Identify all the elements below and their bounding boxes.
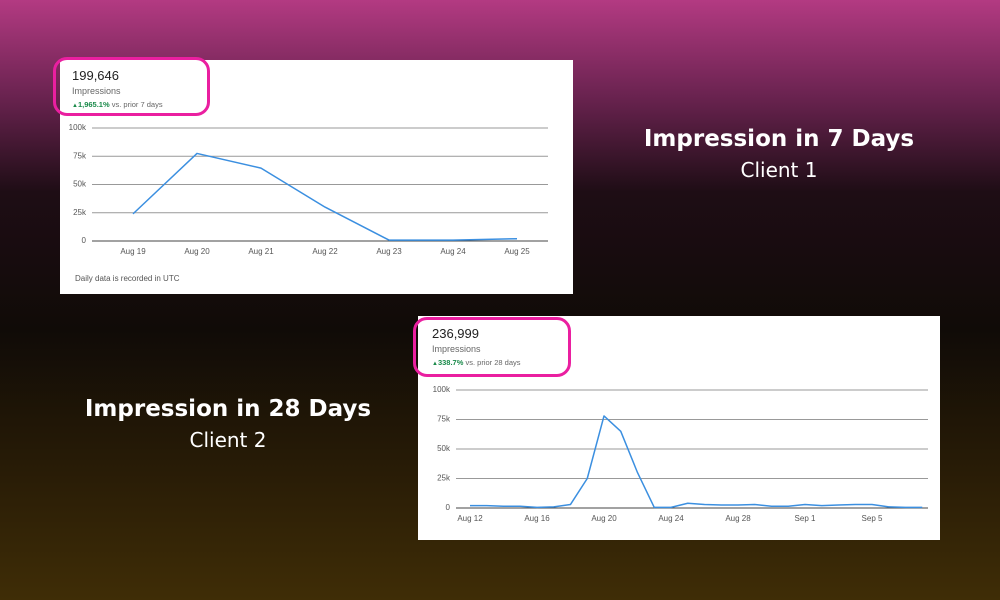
- total: 236,999: [432, 326, 479, 341]
- caption-heading: Impression in 28 Days: [84, 396, 372, 422]
- y-tick-label: 0: [446, 503, 451, 512]
- y-tick-label: 50k: [437, 444, 451, 453]
- x-tick-label: Aug 19: [120, 247, 146, 256]
- x-tick-label: Sep 1: [795, 514, 816, 523]
- metric: Impressions: [72, 86, 121, 96]
- metric: Impressions: [432, 344, 481, 354]
- change-pct: 1,965.1%: [77, 100, 110, 109]
- x-tick-label: Aug 20: [184, 247, 210, 256]
- y-tick-label: 100k: [433, 385, 451, 394]
- highlight: [413, 317, 571, 377]
- total: 199,646: [72, 68, 119, 83]
- change: ▲338.7% vs. prior 28 days: [432, 358, 521, 367]
- note: Daily data is recorded in UTC: [75, 274, 180, 283]
- highlight: [53, 57, 210, 116]
- header: 199,646 Impressions ▲1,965.1% vs. prior …: [72, 68, 163, 109]
- change-note: vs. prior 28 days: [465, 358, 521, 367]
- x-tick-label: Sep 5: [862, 514, 883, 523]
- chart-card: 0 25k 50k 75k 100k Aug 19 Aug 20 Aug 21 Aug 22 Au…: [60, 60, 573, 294]
- caption-heading: Impression in 7 Days: [643, 126, 915, 152]
- chart: 0 25k 50k 75k 100k Aug 12 Aug 16 Aug 20 Aug 24 Au…: [433, 385, 928, 523]
- caption-client: Client 2: [189, 428, 267, 452]
- x-tick-label: Aug 21: [248, 247, 274, 256]
- x-tick-label: Aug 16: [524, 514, 550, 523]
- x-tick-label: Aug 12: [457, 514, 483, 523]
- change-pct: 338.7%: [437, 358, 464, 367]
- x-tick-label: Aug 25: [504, 247, 530, 256]
- y-tick-label: 25k: [73, 208, 87, 217]
- y-tick-label: 25k: [437, 474, 451, 483]
- change-note: vs. prior 7 days: [111, 100, 163, 109]
- caption: Impression in 28 Days Client 2: [68, 396, 388, 452]
- chart: 0 25k 50k 75k 100k Aug 19 Aug 20 Aug 21 Aug 22 Au…: [69, 123, 548, 256]
- x-tick-label: Aug 28: [725, 514, 751, 523]
- caption: Impression in 7 Days Client 1: [619, 126, 939, 182]
- y-tick-label: 75k: [73, 151, 87, 160]
- caption-client: Client 1: [740, 158, 818, 182]
- x-tick-label: Aug 24: [658, 514, 684, 523]
- chart-card: 0 25k 50k 75k 100k Aug 12 Aug 16 Aug 20 Aug 24 Au…: [418, 316, 940, 540]
- y-tick-label: 75k: [437, 415, 451, 424]
- y-tick-label: 50k: [73, 180, 87, 189]
- change: ▲1,965.1% vs. prior 7 days: [72, 100, 163, 109]
- y-tick-label: 0: [82, 236, 87, 245]
- series-line: [470, 415, 923, 509]
- x-tick-label: Aug 23: [376, 247, 402, 256]
- x-tick-label: Aug 24: [440, 247, 466, 256]
- header: 236,999 Impressions ▲338.7% vs. prior 28…: [432, 326, 521, 367]
- y-tick-label: 100k: [69, 123, 87, 132]
- x-tick-label: Aug 20: [591, 514, 617, 523]
- x-tick-label: Aug 22: [312, 247, 338, 256]
- series-line: [132, 152, 518, 241]
